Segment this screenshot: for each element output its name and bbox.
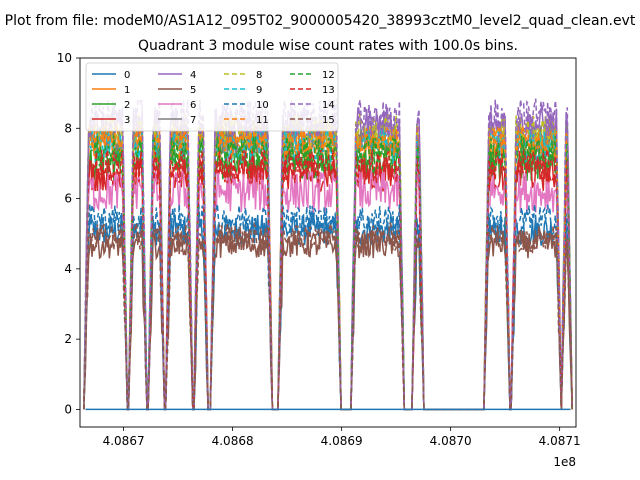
x-tick-label: 4.0871 [539,434,581,448]
legend-label-8: 8 [256,70,262,81]
series-layer [83,98,573,411]
chart-title-filename: Plot from file: modeM0/AS1A12_095T02_900… [5,13,636,29]
y-tick-label: 2 [64,332,72,346]
x-tick-label: 4.0868 [212,434,254,448]
axes-frame [79,57,577,428]
series-line-11 [83,123,573,411]
legend-box [85,62,339,132]
legend-label-4: 4 [190,70,196,81]
x-offset-label: 1e8 [553,455,576,469]
y-tick-label: 10 [57,51,72,65]
legend-label-5: 5 [190,85,196,96]
series-line-6 [83,170,573,411]
y-tick-label: 6 [64,192,72,206]
series-line-5 [83,229,573,411]
legend-label-0: 0 [124,70,130,81]
chart-title: Quadrant 3 module wise count rates with … [138,38,518,54]
legend-label-9: 9 [256,85,262,96]
y-tick-label: 4 [64,262,72,276]
legend-label-3: 3 [124,115,130,126]
series-line-13 [83,147,573,411]
series-line-15 [83,221,573,411]
x-tick-label: 4.0870 [430,434,472,448]
legend-label-15: 15 [322,115,335,126]
legend-label-12: 12 [322,70,335,81]
y-tick-label: 0 [64,402,72,416]
legend-label-1: 1 [124,85,130,96]
y-tick-label: 8 [64,121,72,135]
legend-label-13: 13 [322,85,335,96]
x-tick-label: 4.0867 [103,434,145,448]
legend-label-6: 6 [190,100,196,111]
x-tick-label: 4.0869 [321,434,363,448]
legend-label-7: 7 [190,115,196,126]
legend-label-11: 11 [256,115,269,126]
legend-label-2: 2 [124,100,130,111]
legend-label-14: 14 [322,100,335,111]
legend-label-10: 10 [256,100,269,111]
